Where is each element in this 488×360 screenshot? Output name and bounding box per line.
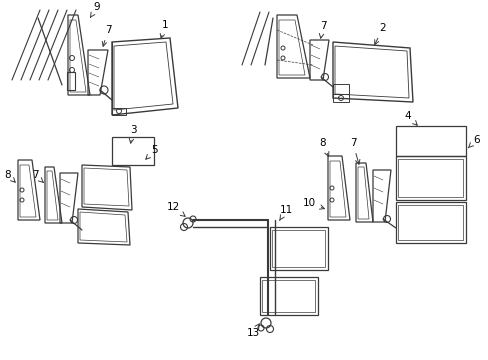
Text: 7: 7 xyxy=(319,21,325,38)
Bar xyxy=(395,126,465,156)
Text: 12: 12 xyxy=(166,202,185,216)
Text: 4: 4 xyxy=(404,111,416,125)
Text: 7: 7 xyxy=(102,25,111,46)
Text: 3: 3 xyxy=(129,125,136,143)
Bar xyxy=(112,137,154,165)
Text: 7: 7 xyxy=(32,170,43,183)
Text: 8: 8 xyxy=(319,138,328,157)
Bar xyxy=(67,72,75,90)
Text: 5: 5 xyxy=(145,145,158,159)
Text: 10: 10 xyxy=(302,198,324,209)
Bar xyxy=(112,108,126,115)
Text: 13: 13 xyxy=(246,324,259,338)
Bar xyxy=(332,94,348,102)
Text: 6: 6 xyxy=(467,135,479,148)
Text: 1: 1 xyxy=(160,20,168,38)
Text: 9: 9 xyxy=(90,2,100,17)
Text: 11: 11 xyxy=(279,205,292,220)
Text: 8: 8 xyxy=(5,170,15,182)
Text: 7: 7 xyxy=(349,138,359,164)
Bar xyxy=(332,84,348,94)
Text: 2: 2 xyxy=(374,23,386,45)
